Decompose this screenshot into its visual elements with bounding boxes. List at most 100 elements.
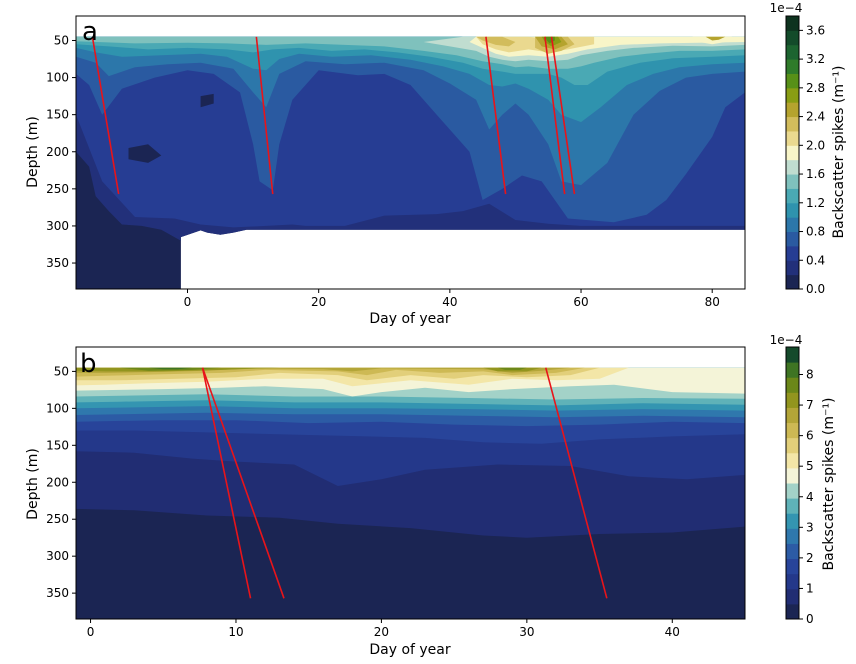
colorbar-tick-label: 2.8 bbox=[806, 81, 825, 95]
x-tick-label: 10 bbox=[228, 625, 243, 639]
panel-a: a 0 20 40 60 80 50 100 150 200 250 300 350 Day of … bbox=[25, 1, 847, 327]
contour-plot-a bbox=[76, 36, 745, 289]
colorbar-segment bbox=[786, 202, 799, 218]
colorbar-frame bbox=[785, 346, 800, 620]
colorbar-segment bbox=[786, 59, 799, 74]
colorbar-segment bbox=[786, 217, 799, 233]
y-axis-label-b: Depth (m) bbox=[25, 448, 41, 520]
y-tick-label: 200 bbox=[46, 475, 69, 489]
colorbar-tick-label: 8 bbox=[806, 368, 814, 382]
colorbar-segment bbox=[786, 543, 799, 560]
x-tick-label: 0 bbox=[184, 295, 192, 309]
colorbar-offset-b: 1e−4 bbox=[770, 333, 803, 347]
y-tick-label: 250 bbox=[46, 182, 69, 196]
colorbar-tick-label: 1.6 bbox=[806, 167, 825, 181]
y-tick-label: 200 bbox=[46, 145, 69, 159]
colorbar-tick-label: 7 bbox=[806, 398, 814, 412]
colorbar-tick-label: 0.4 bbox=[806, 253, 825, 267]
colorbar-tick-label: 0.8 bbox=[806, 225, 825, 239]
colorbar-segment bbox=[786, 437, 799, 454]
colorbar-segment bbox=[786, 558, 799, 575]
red-lines-a bbox=[91, 36, 576, 195]
colorbar-tick-label: 2 bbox=[806, 551, 814, 565]
colorbar-segment bbox=[786, 498, 799, 514]
x-axis-label-b: Day of year bbox=[369, 642, 451, 658]
y-tick-label: 150 bbox=[46, 108, 69, 122]
x-tick-label: 20 bbox=[311, 295, 326, 309]
colorbar-b: 0 1 2 3 4 5 6 7 8 bbox=[785, 346, 814, 626]
plot-frame-b bbox=[75, 346, 746, 620]
colorbar-segment bbox=[786, 392, 799, 408]
colorbar-segment bbox=[786, 274, 799, 290]
red-trajectory-line bbox=[201, 367, 285, 599]
y-tick-label: 50 bbox=[54, 33, 69, 47]
colorbar-tick-label: 3.6 bbox=[806, 23, 825, 37]
red-trajectory-line bbox=[550, 36, 576, 195]
x-tick-label: 0 bbox=[87, 625, 95, 639]
colorbar-segment bbox=[786, 407, 799, 424]
colorbar-segment bbox=[786, 347, 799, 363]
colorbar-segment bbox=[786, 130, 799, 146]
colorbar-offset-a: 1e−4 bbox=[770, 1, 803, 15]
colorbar-tick-label: 1 bbox=[806, 581, 814, 595]
x-tick-label: 40 bbox=[665, 625, 680, 639]
y-tick-label: 100 bbox=[46, 401, 69, 415]
y-tick-label: 350 bbox=[46, 256, 69, 270]
colorbar-segment bbox=[786, 603, 799, 620]
colorbar-segment bbox=[786, 188, 799, 204]
colorbar-segment bbox=[786, 16, 799, 31]
colorbar-tick-label: 2.4 bbox=[806, 110, 825, 124]
colorbar-tick-label: 0 bbox=[806, 612, 814, 626]
colorbar-tick-label: 3 bbox=[806, 520, 814, 534]
colorbar-segment bbox=[786, 422, 799, 439]
colorbar-segment bbox=[786, 362, 799, 378]
colorbar-tick-label: 0.0 bbox=[806, 282, 825, 296]
colorbar-segment bbox=[786, 174, 799, 189]
colorbar-segment bbox=[786, 73, 799, 89]
y-tick-label: 50 bbox=[54, 364, 69, 378]
colorbar-segment bbox=[786, 44, 799, 60]
red-lines-b bbox=[201, 367, 608, 599]
y-tick-label: 100 bbox=[46, 71, 69, 85]
colorbar-segment bbox=[786, 260, 799, 276]
colorbar-tick-label: 5 bbox=[806, 459, 814, 473]
red-trajectory-line bbox=[91, 36, 120, 195]
colorbar-tick-label: 4 bbox=[806, 490, 814, 504]
red-trajectory-line bbox=[544, 367, 608, 599]
x-tick-label: 80 bbox=[705, 295, 720, 309]
colorbar-segment bbox=[786, 528, 799, 544]
colorbar-segment bbox=[786, 483, 799, 499]
colorbar-segment bbox=[786, 102, 799, 118]
red-trajectory-line bbox=[485, 36, 507, 195]
panel-letter-a: a bbox=[82, 17, 98, 47]
colorbar-segment bbox=[786, 231, 799, 247]
y-tick-label: 300 bbox=[46, 549, 69, 563]
colorbar-tick-label: 2.0 bbox=[806, 138, 825, 152]
x-tick-label: 40 bbox=[442, 295, 457, 309]
x-axis-label-a: Day of year bbox=[369, 311, 451, 327]
colorbar-segment bbox=[786, 467, 799, 484]
contour-band bbox=[497, 367, 527, 370]
y-tick-label: 150 bbox=[46, 438, 69, 452]
colorbar-segment bbox=[786, 87, 799, 103]
colorbar-segment bbox=[786, 116, 799, 132]
y-tick-label: 250 bbox=[46, 512, 69, 526]
colorbar-segment bbox=[786, 30, 799, 46]
red-trajectory-line bbox=[255, 36, 274, 195]
x-axis-a: 0 20 40 60 80 bbox=[184, 289, 720, 309]
y-axis-b: 50 100 150 200 250 300 350 bbox=[46, 364, 76, 600]
x-tick-label: 20 bbox=[374, 625, 389, 639]
colorbar-tick-label: 1.2 bbox=[806, 196, 825, 210]
colorbar-label-b: Backscatter spikes (m⁻¹) bbox=[821, 398, 837, 571]
colorbar-a: 0.0 0.4 0.8 1.2 1.6 2.0 2.4 2.8 3.2 3.6 bbox=[785, 15, 825, 296]
colorbar-segment bbox=[786, 145, 799, 161]
x-tick-label: 30 bbox=[519, 625, 534, 639]
plot-frame-a bbox=[75, 15, 746, 290]
contour-band bbox=[128, 144, 162, 163]
x-axis-b: 0 10 20 30 40 bbox=[87, 619, 680, 639]
contour-band bbox=[148, 367, 193, 370]
colorbar-label-a: Backscatter spikes (m⁻¹) bbox=[831, 66, 847, 239]
colorbar-tick-label: 3.2 bbox=[806, 52, 825, 66]
